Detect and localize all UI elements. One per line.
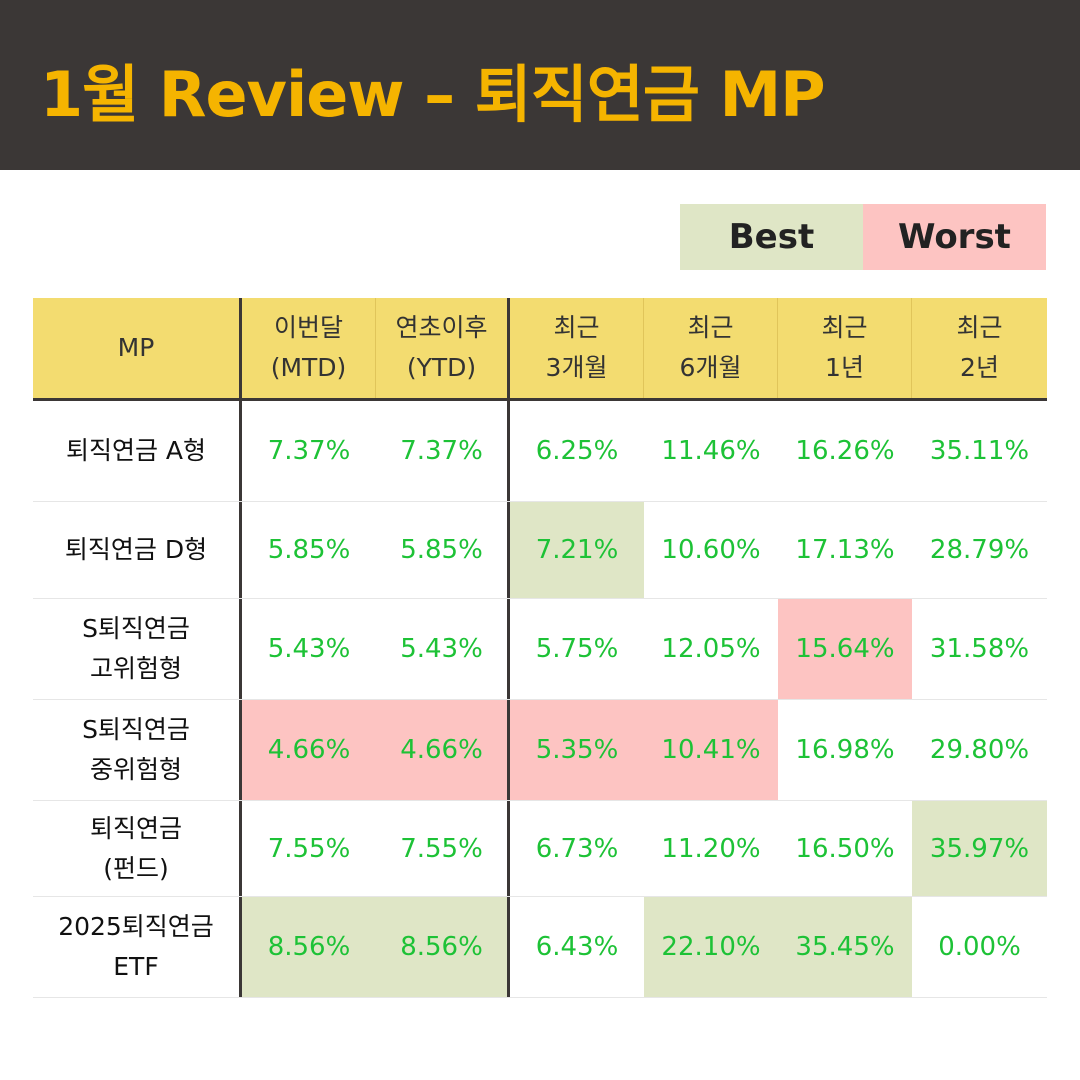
mp-name-line2: 중위험형 (89, 755, 182, 784)
legend: Best Worst (680, 204, 1046, 270)
mp-name-cell: 퇴직연금 (펀드) (33, 801, 242, 896)
return-value-cell: 16.98% (795, 735, 895, 765)
header-3m: 최근 3개월 (510, 298, 644, 398)
return-value-cell: 4.66% (376, 700, 510, 800)
header-6m: 최근 6개월 (644, 298, 778, 398)
table-header: MP 이번달 (MTD) 연초이후 (YTD) 최근 3개월 최근 6개월 최근… (33, 298, 1047, 401)
mp-name-cell: 퇴직연금 A형 (33, 401, 242, 501)
header-label: 이번달 (273, 313, 343, 342)
legend-best: Best (680, 204, 863, 270)
return-value-cell: 7.55% (376, 801, 510, 896)
header-sublabel: (YTD) (406, 353, 477, 382)
header-sublabel: 1년 (825, 353, 864, 382)
return-value-cell: 5.35% (510, 700, 644, 800)
return-value-cell: 35.45% (778, 897, 912, 997)
return-value-cell: 11.20% (661, 833, 761, 864)
header-1y: 최근 1년 (778, 298, 912, 398)
return-value-cell: 22.10% (644, 897, 778, 997)
page-title: 1월 Review – 퇴직연금 MP (40, 58, 826, 131)
legend-worst: Worst (863, 204, 1046, 270)
header-label: 최근 (553, 313, 600, 342)
header-mp: MP (33, 298, 242, 398)
return-value-cell: 8.56% (376, 897, 510, 997)
mp-name-line2: (펀드) (103, 853, 169, 883)
return-value-cell: 6.73% (535, 833, 619, 864)
return-value-cell: 5.43% (267, 634, 351, 664)
header-sublabel: (MTD) (270, 353, 347, 382)
mp-name-cell: 2025퇴직연금 ETF (33, 897, 242, 997)
mp-name-line2: 고위험형 (89, 654, 182, 683)
return-value-cell: 5.85% (376, 502, 510, 598)
return-value-cell: 35.11% (929, 436, 1030, 466)
header-label: 최근 (821, 313, 868, 342)
return-value-cell: 5.75% (535, 634, 619, 664)
table-body: 퇴직연금 A형 7.37% 7.37% 6.25% 11.46% 16.26% 35.11%… (33, 401, 1047, 998)
return-value-cell: 6.25% (535, 436, 619, 466)
header-label: 최근 (687, 313, 734, 342)
return-value-cell: 31.58% (929, 634, 1030, 664)
return-value-cell: 5.85% (267, 535, 351, 565)
mp-name: 퇴직연금 A형 (65, 436, 207, 465)
header-mtd: 이번달 (MTD) (242, 298, 376, 398)
header-sublabel: 6개월 (679, 353, 742, 382)
return-value-cell: 4.66% (242, 700, 376, 800)
return-value-cell: 10.41% (644, 700, 778, 800)
return-value-cell: 35.97% (912, 801, 1047, 896)
table-row: 퇴직연금 A형 7.37% 7.37% 6.25% 11.46% 16.26% 35.11% (33, 401, 1047, 502)
return-value-cell: 12.05% (661, 634, 761, 664)
header-sublabel: 3개월 (545, 353, 608, 382)
table-row: S퇴직연금 중위험형 4.66% 4.66% 5.35% 10.41% 16.98% 29.8… (33, 700, 1047, 801)
header-label: 최근 (956, 313, 1003, 342)
return-value-cell: 7.55% (267, 833, 351, 864)
return-value-cell: 28.79% (929, 535, 1030, 565)
return-value-cell: 15.64% (778, 599, 912, 699)
return-value-cell: 10.60% (661, 535, 761, 565)
return-value-cell: 0.00% (938, 932, 1021, 962)
return-value-cell: 11.46% (661, 436, 761, 466)
return-value-cell: 17.13% (795, 535, 895, 565)
header-banner: 1월 Review – 퇴직연금 MP (0, 0, 1080, 170)
mp-name: 퇴직연금 D형 (64, 535, 208, 564)
header-label: MP (117, 333, 155, 362)
mp-name-line2: ETF (113, 952, 159, 981)
table-row: 퇴직연금 D형 5.85% 5.85% 7.21% 10.60% 17.13% 28.79% (33, 502, 1047, 599)
header-label: 연초이후 (395, 313, 488, 342)
return-value-cell: 16.26% (795, 436, 895, 466)
returns-table: MP 이번달 (MTD) 연초이후 (YTD) 최근 3개월 최근 6개월 최근… (33, 298, 1047, 998)
mp-name: 퇴직연금 (89, 813, 182, 843)
header-ytd: 연초이후 (YTD) (376, 298, 510, 398)
mp-name: S퇴직연금 (82, 614, 190, 643)
return-value-cell: 7.37% (376, 401, 510, 501)
mp-name: 2025퇴직연금 (58, 912, 214, 941)
return-value-cell: 8.56% (242, 897, 376, 997)
return-value-cell: 16.50% (795, 833, 895, 864)
header-2y: 최근 2년 (912, 298, 1047, 398)
return-value-cell: 7.37% (267, 436, 351, 466)
return-value-cell: 7.21% (510, 502, 644, 598)
return-value-cell: 5.43% (376, 599, 510, 699)
table-row: 퇴직연금 (펀드) 7.55% 7.55% 6.73% 11.20% 16.50% 35.97… (33, 801, 1047, 897)
header-sublabel: 2년 (960, 353, 999, 382)
mp-name-cell: 퇴직연금 D형 (33, 502, 242, 598)
return-value-cell: 6.43% (535, 932, 619, 962)
table-row: 2025퇴직연금 ETF 8.56% 8.56% 6.43% 22.10% 35.45% 0.… (33, 897, 1047, 998)
return-value-cell: 29.80% (929, 735, 1030, 765)
mp-name: S퇴직연금 (82, 715, 190, 744)
